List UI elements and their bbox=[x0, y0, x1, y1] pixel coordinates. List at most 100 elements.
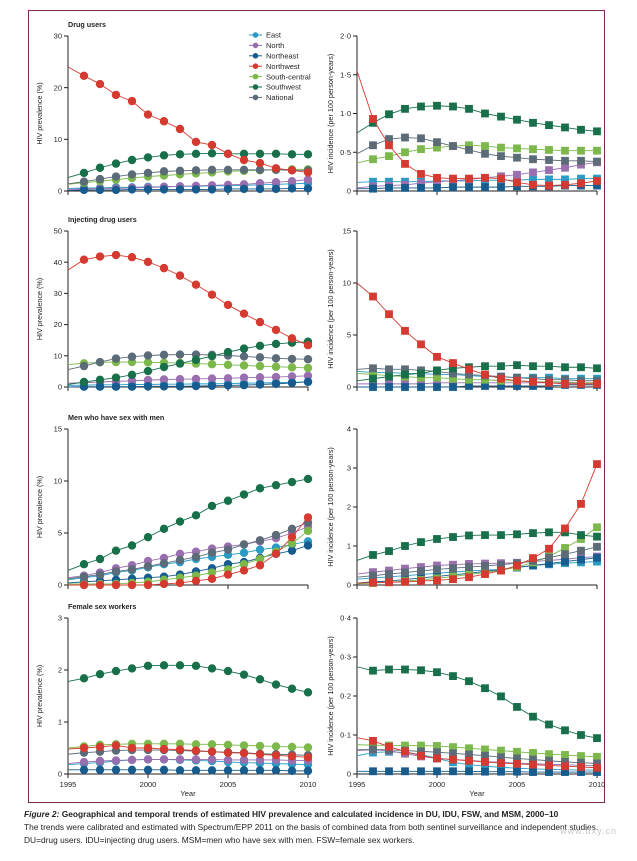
data-point bbox=[561, 550, 569, 559]
data-point bbox=[545, 181, 553, 190]
data-point bbox=[239, 309, 249, 318]
data-point bbox=[79, 572, 89, 581]
panel-title: Men who have sex with men bbox=[68, 413, 164, 422]
data-point bbox=[369, 767, 377, 776]
data-point bbox=[175, 755, 185, 764]
data-point bbox=[417, 767, 425, 776]
series-line bbox=[67, 179, 309, 190]
data-point bbox=[143, 110, 153, 119]
data-point bbox=[449, 378, 457, 387]
y-tick-label: 2 bbox=[347, 503, 351, 512]
series-northeast bbox=[67, 377, 313, 391]
data-point bbox=[207, 185, 217, 194]
data-point bbox=[369, 741, 377, 750]
data-point bbox=[497, 746, 505, 755]
data-point bbox=[593, 177, 601, 185]
data-point bbox=[593, 542, 601, 551]
data-point bbox=[271, 480, 281, 490]
series-north bbox=[67, 371, 313, 387]
data-point bbox=[385, 135, 393, 143]
x-tick-label: 1995 bbox=[60, 780, 77, 789]
data-point bbox=[401, 159, 409, 168]
series-line bbox=[357, 384, 597, 388]
series-southwest bbox=[67, 661, 313, 697]
data-point bbox=[191, 661, 201, 671]
data-point bbox=[191, 755, 201, 764]
data-point bbox=[545, 559, 553, 568]
data-point bbox=[369, 155, 377, 164]
data-point bbox=[449, 575, 457, 584]
y-tick-label: 0·4 bbox=[340, 614, 351, 623]
data-point bbox=[369, 141, 377, 150]
data-point bbox=[417, 145, 425, 154]
data-point bbox=[175, 578, 185, 588]
data-point bbox=[271, 339, 281, 349]
data-point bbox=[287, 150, 297, 159]
data-point bbox=[175, 185, 185, 194]
series-northeast bbox=[67, 184, 313, 195]
legend-label: Northeast bbox=[266, 52, 299, 61]
data-point bbox=[497, 143, 505, 152]
data-point bbox=[79, 377, 89, 387]
data-point bbox=[223, 545, 233, 554]
data-point bbox=[417, 170, 425, 178]
data-point bbox=[369, 374, 377, 383]
data-point bbox=[545, 768, 553, 776]
data-point bbox=[239, 184, 249, 194]
data-point bbox=[239, 540, 249, 549]
data-point bbox=[223, 149, 233, 158]
data-point bbox=[303, 766, 313, 776]
data-point bbox=[175, 555, 185, 565]
y-axis-label: HIV prevalence (%) bbox=[35, 278, 44, 340]
data-point bbox=[577, 146, 585, 155]
data-point bbox=[239, 490, 249, 499]
data-point bbox=[385, 372, 393, 381]
data-point bbox=[271, 372, 281, 382]
series-line bbox=[356, 556, 598, 575]
data-point bbox=[239, 165, 249, 175]
series-southwest bbox=[67, 337, 313, 387]
data-point bbox=[207, 149, 217, 158]
data-point bbox=[465, 375, 473, 384]
data-point bbox=[529, 755, 537, 764]
data-point bbox=[303, 168, 313, 177]
series-line bbox=[356, 666, 598, 739]
series-line bbox=[356, 105, 598, 134]
series-line bbox=[67, 545, 309, 584]
data-point bbox=[111, 567, 121, 576]
data-point bbox=[577, 499, 585, 508]
series-line bbox=[356, 561, 598, 580]
data-point bbox=[127, 185, 137, 194]
data-point bbox=[175, 359, 185, 368]
data-point bbox=[175, 766, 185, 775]
series-northwest bbox=[67, 741, 313, 762]
y-tick-label: 0·3 bbox=[340, 653, 351, 662]
data-point bbox=[95, 163, 105, 172]
data-point bbox=[143, 185, 153, 194]
data-point bbox=[303, 743, 313, 752]
data-point bbox=[303, 377, 313, 386]
data-point bbox=[95, 669, 105, 679]
data-point bbox=[401, 665, 409, 674]
y-tick-label: 0 bbox=[347, 383, 351, 392]
data-point bbox=[513, 767, 521, 776]
y-tick-label: 5 bbox=[347, 331, 351, 340]
series-line bbox=[67, 341, 309, 385]
legend-label: South-central bbox=[266, 72, 311, 81]
y-tick-label: 50 bbox=[54, 227, 62, 236]
series-line bbox=[67, 522, 309, 580]
data-point bbox=[191, 355, 201, 365]
data-point bbox=[143, 257, 153, 267]
data-point bbox=[529, 168, 537, 177]
series-line bbox=[356, 748, 598, 764]
data-point bbox=[223, 300, 233, 310]
data-point bbox=[255, 158, 265, 168]
data-point bbox=[159, 524, 169, 534]
data-point bbox=[465, 183, 473, 192]
data-point bbox=[433, 143, 441, 152]
data-point bbox=[513, 376, 521, 385]
data-point bbox=[303, 184, 313, 193]
data-point bbox=[111, 373, 121, 382]
data-point bbox=[481, 142, 489, 150]
legend-marker bbox=[252, 63, 259, 69]
